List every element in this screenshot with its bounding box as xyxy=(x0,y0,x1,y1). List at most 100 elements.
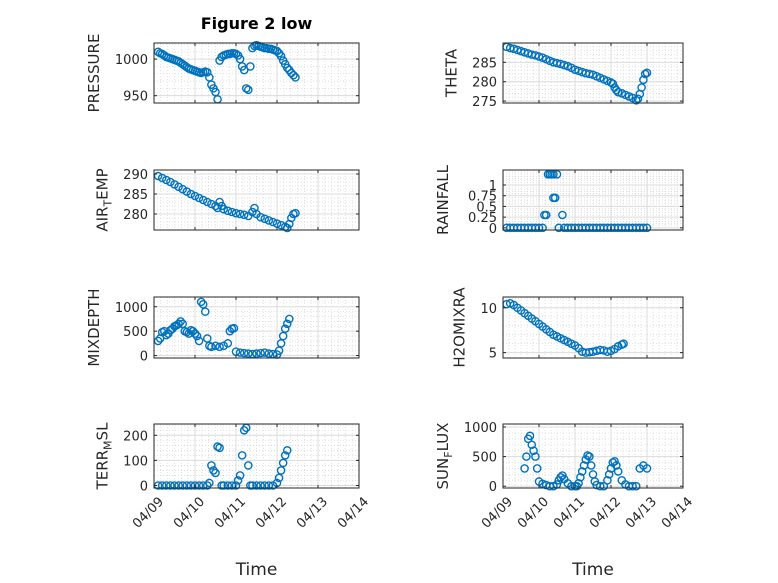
x-tick-label: 04/12 xyxy=(587,494,624,531)
data-point xyxy=(532,464,542,473)
y-tick-label: 1 xyxy=(489,179,497,194)
axes-frame xyxy=(502,296,684,359)
data-point xyxy=(268,217,278,227)
data-point xyxy=(278,458,288,468)
y-axis-label: THETA xyxy=(442,48,460,98)
data-point xyxy=(264,349,274,358)
data-point xyxy=(256,481,265,490)
axes-frame xyxy=(502,423,684,489)
axes-frame xyxy=(153,42,360,104)
data-point xyxy=(550,193,560,203)
axes-frame xyxy=(502,42,684,104)
data-point xyxy=(235,348,245,357)
x-tick-label: 04/10 xyxy=(515,494,552,531)
data-point xyxy=(619,339,628,348)
data-point xyxy=(207,199,216,209)
data-point xyxy=(157,481,167,490)
data-point xyxy=(241,84,251,93)
subplot-1: 950 1000 PRESSURE xyxy=(85,34,360,113)
data-point xyxy=(194,193,204,203)
data-point xyxy=(520,464,529,473)
data-point xyxy=(252,481,261,490)
subplot-7: 0 100 200 04/09 04/10 04/11 04/12 04/13 04/14 Tim… xyxy=(93,422,372,580)
data-point xyxy=(211,341,220,351)
y-tick-label: 100 xyxy=(123,454,148,469)
data-point xyxy=(239,348,249,358)
data-point xyxy=(202,67,212,77)
data-point xyxy=(534,223,544,233)
data-point xyxy=(211,468,220,478)
y-axis-label: AIRTEMP xyxy=(93,168,114,231)
data-point xyxy=(260,214,270,224)
data-point xyxy=(284,314,294,324)
y-tick-label: 1000 xyxy=(464,421,497,436)
data-point xyxy=(252,349,261,358)
data-point xyxy=(595,481,605,491)
data-point xyxy=(192,331,202,341)
data-point xyxy=(291,208,300,218)
axes-frame xyxy=(153,296,360,359)
x-tick-label: 04/09 xyxy=(479,494,516,531)
axes-frame xyxy=(502,169,684,231)
x-tick-label: 04/13 xyxy=(623,494,660,531)
data-point xyxy=(289,70,298,80)
data-point xyxy=(274,473,284,483)
data-point xyxy=(264,481,274,490)
data-point xyxy=(200,307,210,316)
y-tick-label: 0.5 xyxy=(476,200,497,215)
x-tick-label: 04/14 xyxy=(659,494,696,531)
data-point xyxy=(186,189,196,199)
y-tick-label: 1000 xyxy=(115,53,148,68)
y-tick-label: 0.75 xyxy=(468,190,497,205)
data-point xyxy=(585,452,594,461)
data-point xyxy=(239,65,249,75)
data-point xyxy=(231,481,241,490)
data-point xyxy=(223,206,233,216)
y-tick-label: 0.25 xyxy=(468,211,497,226)
data-point xyxy=(583,451,592,460)
data-point xyxy=(549,169,558,179)
data-point xyxy=(554,223,564,233)
data-point xyxy=(282,446,292,455)
data-point xyxy=(525,431,535,441)
data-point xyxy=(196,297,206,307)
y-tick-label: 5 xyxy=(489,347,497,362)
data-point xyxy=(264,216,274,225)
data-point xyxy=(231,208,241,218)
y-tick-label: 285 xyxy=(472,56,497,71)
x-axis-label: Time xyxy=(571,560,614,580)
data-point xyxy=(529,446,538,455)
data-point xyxy=(541,210,551,220)
y-axis-label: SUNFLUX xyxy=(434,423,455,490)
data-point xyxy=(235,471,245,480)
data-point xyxy=(207,342,216,352)
subplot-2: 275 280 285 THETA xyxy=(442,42,684,110)
y-tick-label: 0 xyxy=(140,479,148,494)
data-point xyxy=(577,467,587,476)
data-point xyxy=(227,481,237,490)
y-axis-label: MIXDEPTH xyxy=(85,288,103,366)
data-point xyxy=(190,481,200,490)
data-point xyxy=(209,466,218,475)
data-point xyxy=(642,464,652,473)
data-point xyxy=(233,476,243,485)
figure-title: Figure 2 low xyxy=(201,14,313,33)
data-point xyxy=(205,478,214,488)
data-point xyxy=(522,452,531,461)
data-point xyxy=(534,52,544,61)
data-point xyxy=(176,317,185,326)
subplot-5: 0 500 1000 MIXDEPTH xyxy=(85,288,360,367)
data-point xyxy=(182,327,192,337)
data-point xyxy=(603,347,612,357)
data-point xyxy=(538,479,547,489)
data-point xyxy=(190,191,200,201)
y-tick-label: 10 xyxy=(480,302,497,317)
data-point xyxy=(631,481,641,491)
data-point xyxy=(639,75,648,85)
axes-frame xyxy=(153,169,360,231)
data-point xyxy=(291,73,300,82)
y-axis-label: PRESSURE xyxy=(85,34,103,113)
y-tick-label: 500 xyxy=(123,325,148,340)
data-point xyxy=(610,457,619,466)
